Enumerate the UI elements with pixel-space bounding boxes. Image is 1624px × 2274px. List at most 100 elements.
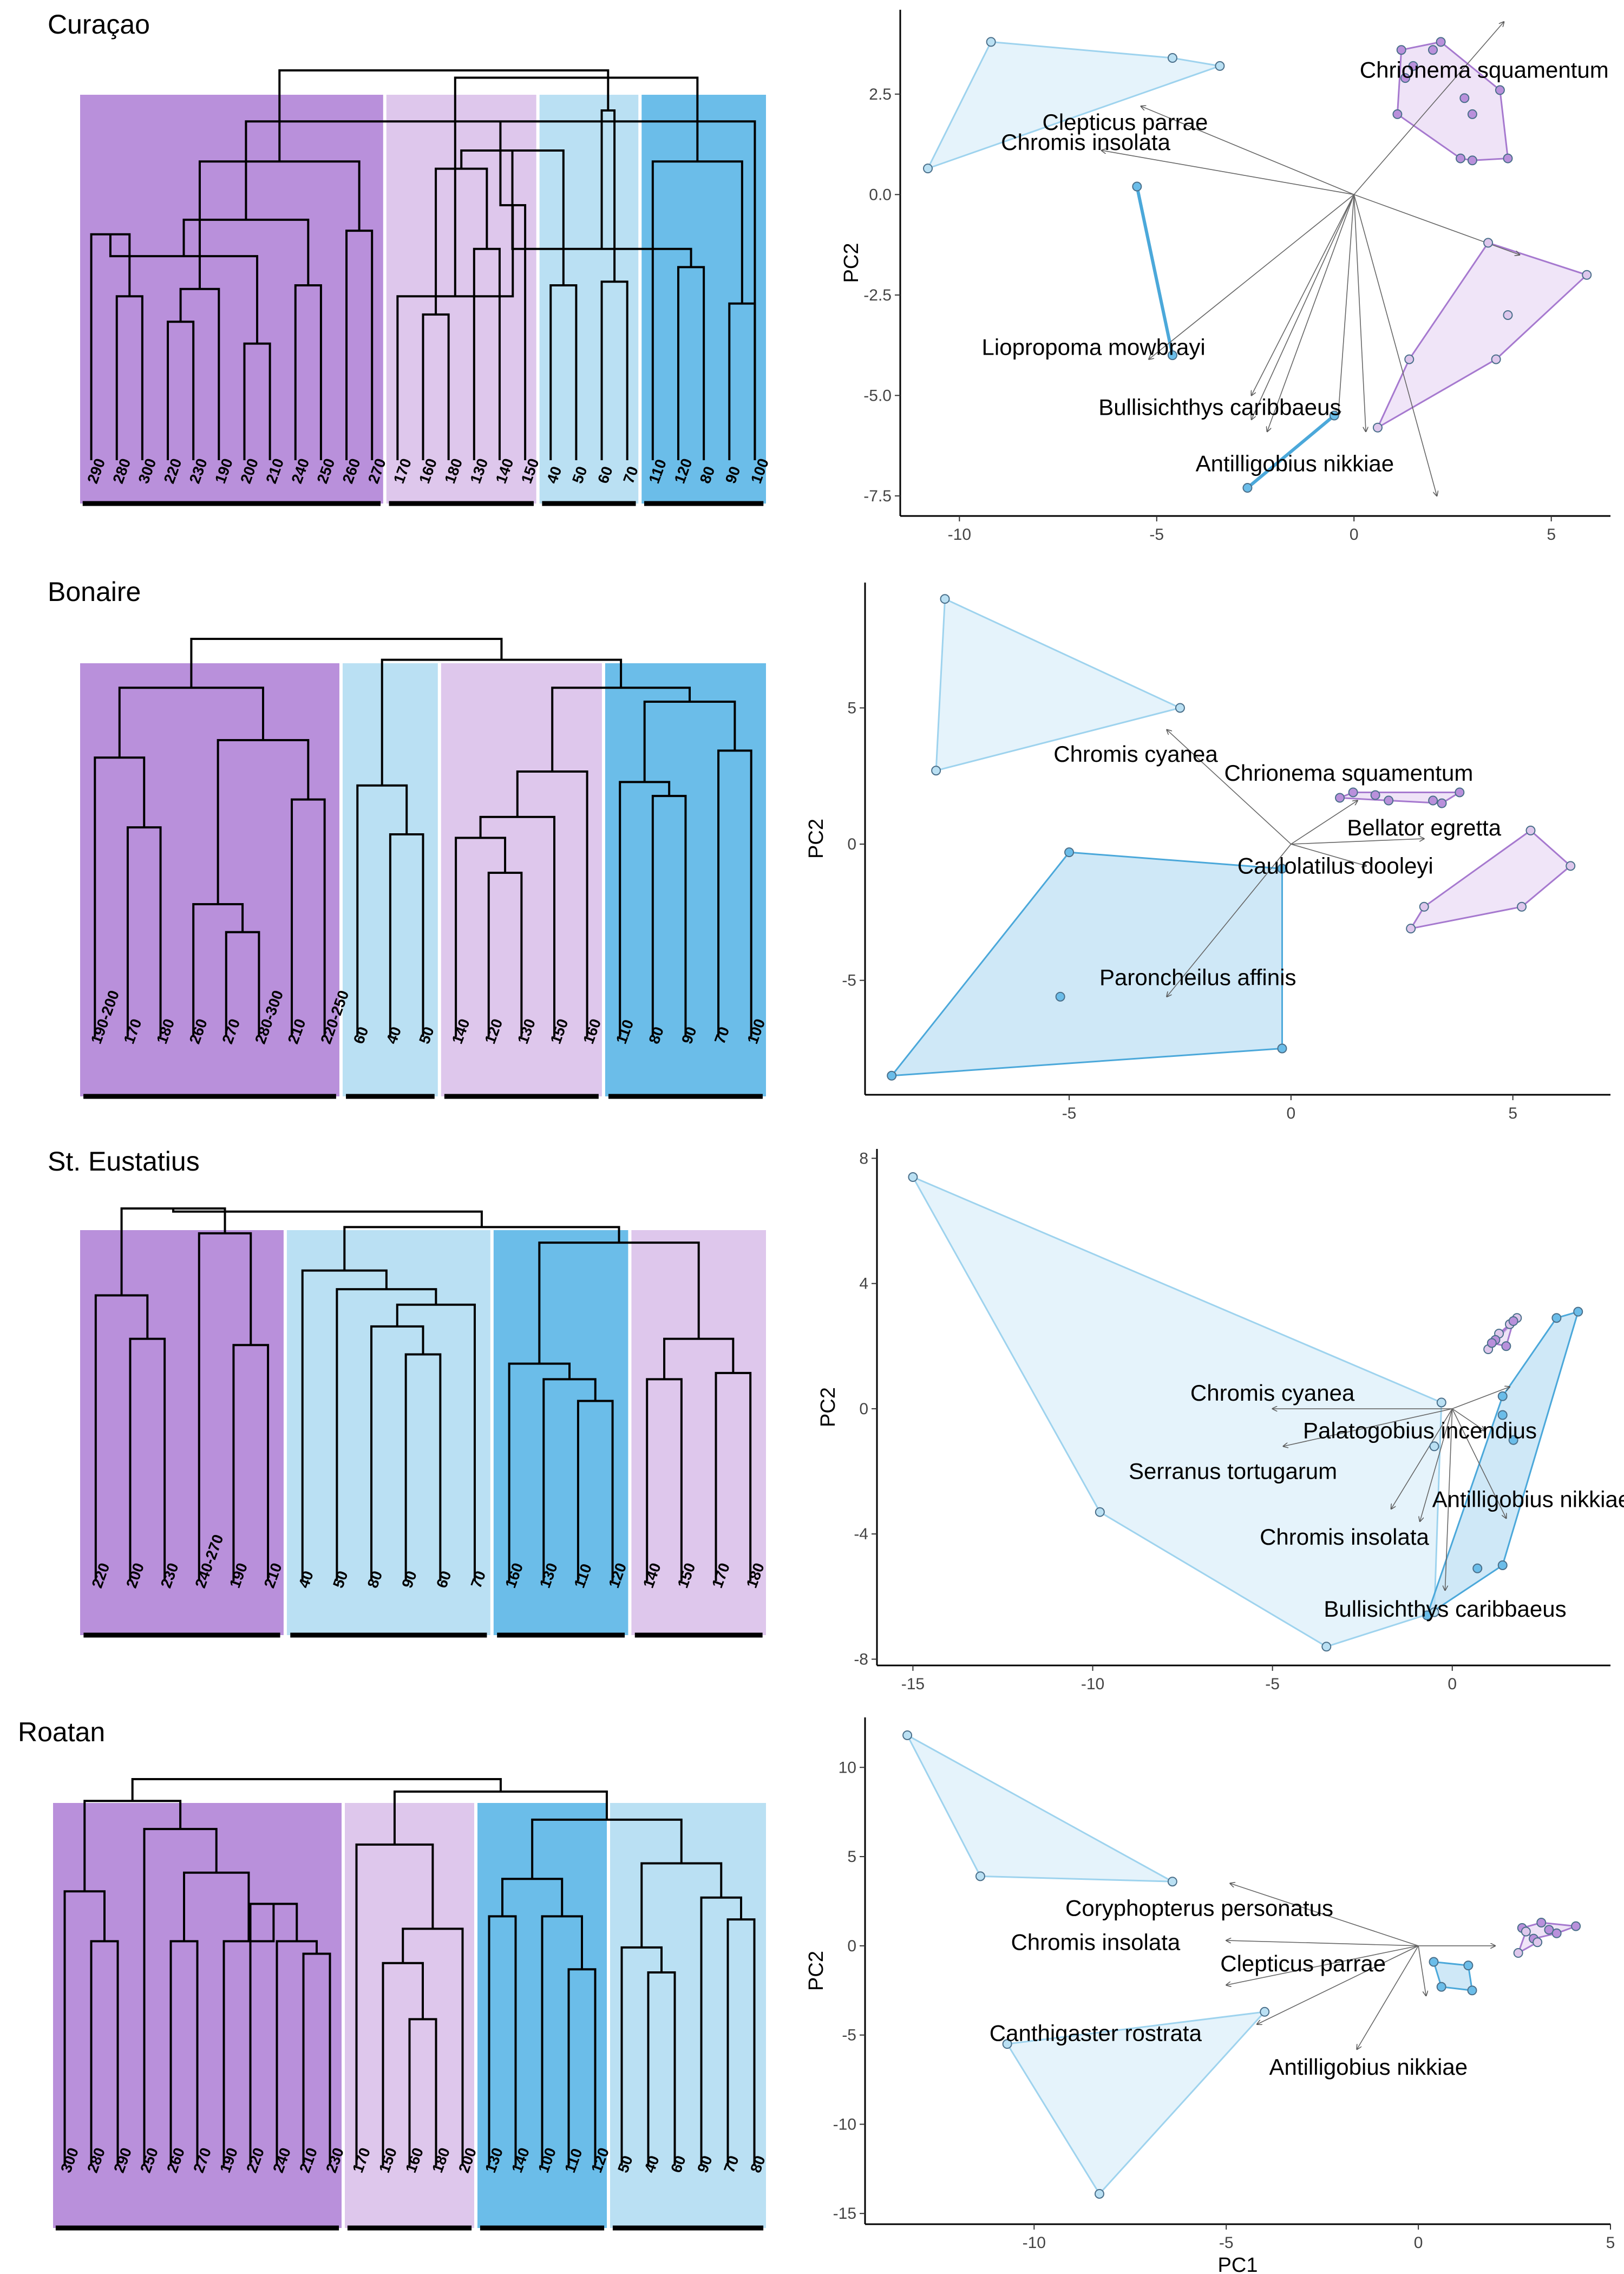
data-point	[1429, 1441, 1439, 1452]
data-point	[1064, 847, 1075, 858]
loading-vector	[1141, 106, 1354, 195]
dendrogram-branch	[600, 109, 616, 282]
data-point	[1497, 1560, 1508, 1570]
species-label: Bullisichthys caribbaeus	[1324, 1596, 1566, 1622]
y-tick-label: 0	[847, 1937, 856, 1955]
species-label: Caulolatilus dooleyi	[1237, 853, 1433, 878]
y-tick-label: 8	[859, 1149, 868, 1167]
pca-plot-3: -10 -5 0 5 10 5 0 -5 -10 -15 PC2 PC1 Coryphopterus p…	[805, 1717, 1615, 2274]
data-point	[887, 1070, 897, 1081]
dendrogram-branch	[640, 1862, 723, 1948]
data-point	[1497, 1391, 1508, 1401]
cluster-box	[493, 1230, 628, 1635]
species-label: Canthigaster rostrata	[990, 2020, 1202, 2046]
dendrogram-branch	[90, 1940, 119, 2166]
x-tick-label: -5	[1265, 1675, 1280, 1693]
dendrogram-branch	[291, 798, 326, 1037]
y-tick-label: 5	[847, 699, 856, 717]
loading-vector	[1353, 194, 1520, 254]
cluster-hull	[1426, 1311, 1579, 1616]
data-point	[1472, 1563, 1483, 1573]
x-tick-label: -5	[1149, 526, 1164, 544]
cluster-box	[80, 663, 339, 1096]
cluster-hull	[1006, 2011, 1266, 2195]
species-label: Chromis insolata	[1011, 1929, 1180, 1955]
species-label: Clepticus parrae	[1043, 109, 1208, 135]
loading-vector	[1452, 1387, 1510, 1409]
y-tick-label: -10	[833, 2115, 856, 2133]
loading-vector	[1418, 1945, 1426, 1996]
data-point	[1370, 790, 1380, 800]
data-point	[1429, 1957, 1439, 1967]
data-point	[1094, 2188, 1104, 2199]
loading-vector	[1291, 844, 1366, 866]
dendrogram-branch	[198, 1232, 252, 1581]
dendrogram-branch	[404, 1353, 442, 1581]
data-point	[1436, 1982, 1446, 1992]
data-point	[1459, 93, 1470, 103]
dendrogram-branch	[143, 1828, 218, 2166]
data-point	[908, 1172, 918, 1182]
data-point	[1428, 45, 1438, 55]
species-label: Antilligobius nikkiae	[1196, 451, 1394, 476]
dendrogram-branch	[355, 1843, 434, 2166]
dendrogram-branch	[717, 749, 752, 1037]
data-point	[1428, 795, 1438, 806]
y-tick-label: -5	[842, 972, 856, 990]
dendrogram-branch	[276, 1940, 318, 2166]
data-point	[1406, 924, 1416, 934]
loading-vector	[1252, 194, 1354, 395]
dendrogram-branch	[454, 76, 699, 297]
dendrogram-branch	[479, 815, 555, 1037]
data-point	[1501, 1341, 1511, 1351]
data-point	[1508, 1316, 1518, 1326]
cluster-box	[286, 1230, 490, 1635]
data-point	[1456, 153, 1466, 164]
x-tick-label: 5	[1606, 2234, 1615, 2252]
dendrogram-branch	[169, 1940, 199, 2166]
data-point	[1167, 350, 1177, 361]
dendrogram-branch	[715, 1371, 752, 1581]
cluster-box	[80, 1230, 284, 1635]
site-label-roatan: Roatan	[18, 1717, 105, 1747]
loading-vector	[1291, 801, 1358, 845]
cluster-hull	[906, 1734, 1174, 1883]
y-axis-title: PC2	[817, 1387, 840, 1427]
data-point	[1175, 703, 1185, 713]
data-point	[1573, 1306, 1583, 1317]
data-point	[1436, 1397, 1446, 1408]
x-tick-label: -10	[1081, 1675, 1104, 1693]
y-tick-label: 0	[847, 835, 856, 853]
dendrogram-branch	[278, 69, 610, 162]
y-axis-title: PC2	[805, 1951, 828, 1991]
loading-vector	[1230, 1884, 1419, 1946]
species-label: Coryphopterus personatus	[1065, 1896, 1333, 1921]
data-point	[1544, 1925, 1554, 1935]
site-label-st-eustatius: St. Eustatius	[48, 1146, 200, 1177]
data-point	[1571, 1921, 1581, 1931]
dendrogram-branch	[356, 784, 408, 1037]
y-tick-label: 4	[859, 1275, 868, 1293]
x-tick-label: 5	[1547, 526, 1556, 544]
cluster-hull	[890, 851, 1283, 1077]
loading-vector	[1357, 1945, 1419, 2049]
data-point	[1095, 1507, 1105, 1517]
data-point	[1566, 861, 1576, 871]
data-point	[1396, 45, 1406, 55]
x-axis-title: PC1	[1218, 2254, 1258, 2274]
dendrogram-branch	[126, 826, 162, 1037]
pca-plot-2: -15 -10 -5 0 8 4 0 -4 -8 PC2 Chromis cyanea Palatog…	[817, 1149, 1624, 1693]
site-label-curacao: Curaçao	[48, 9, 150, 40]
data-point	[1392, 109, 1403, 119]
data-point	[1436, 37, 1446, 47]
data-point	[940, 594, 950, 604]
data-point	[1408, 61, 1418, 71]
dendrogram-branch	[232, 1344, 270, 1581]
dendrogram-branch	[620, 1946, 663, 2166]
loading-vector	[1226, 1945, 1419, 1985]
data-point	[1503, 153, 1513, 164]
x-tick-label: 0	[1448, 1675, 1457, 1693]
x-tick-label: 0	[1414, 2234, 1423, 2252]
